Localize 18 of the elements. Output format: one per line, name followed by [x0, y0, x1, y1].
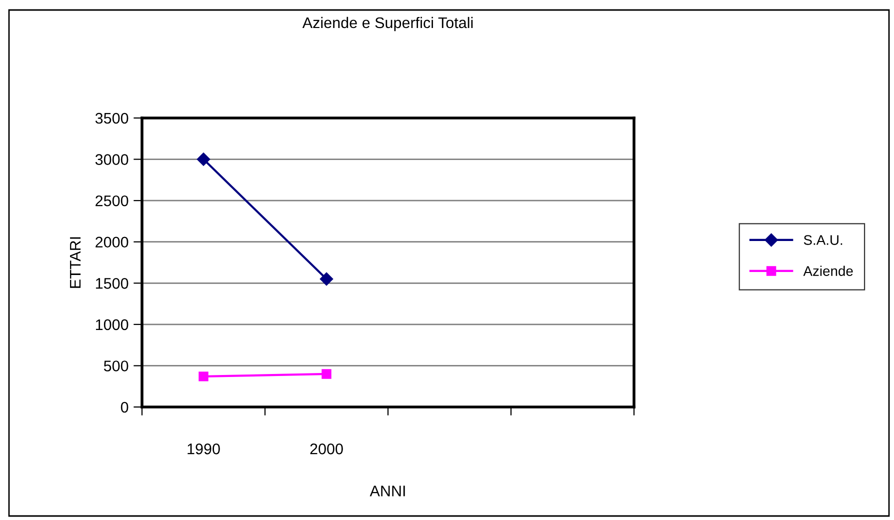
- legend-label: S.A.U.: [804, 235, 842, 245]
- y-tick-label: 2000: [96, 236, 128, 248]
- y-tick-label: 0: [120, 402, 128, 413]
- y-tick-label: 500: [104, 360, 128, 372]
- y-tick-label: 2500: [96, 195, 128, 206]
- x-axis-title: ANNI: [370, 486, 405, 496]
- y-axis-title: ETTARI: [70, 237, 81, 288]
- legend-label: Aziende: [803, 266, 853, 276]
- y-tick-label: 1500: [96, 278, 128, 289]
- point: [196, 152, 210, 166]
- point: [322, 369, 332, 379]
- point: [320, 272, 334, 286]
- y-tick-label: 3000: [95, 154, 128, 165]
- point: [198, 372, 208, 382]
- x-tick-label: 1990: [188, 444, 220, 454]
- chart-title: Aziende e Superfici Totali: [302, 16, 473, 32]
- y-tick-label: 1000: [96, 319, 128, 330]
- y-tick-label: 3500: [95, 112, 128, 124]
